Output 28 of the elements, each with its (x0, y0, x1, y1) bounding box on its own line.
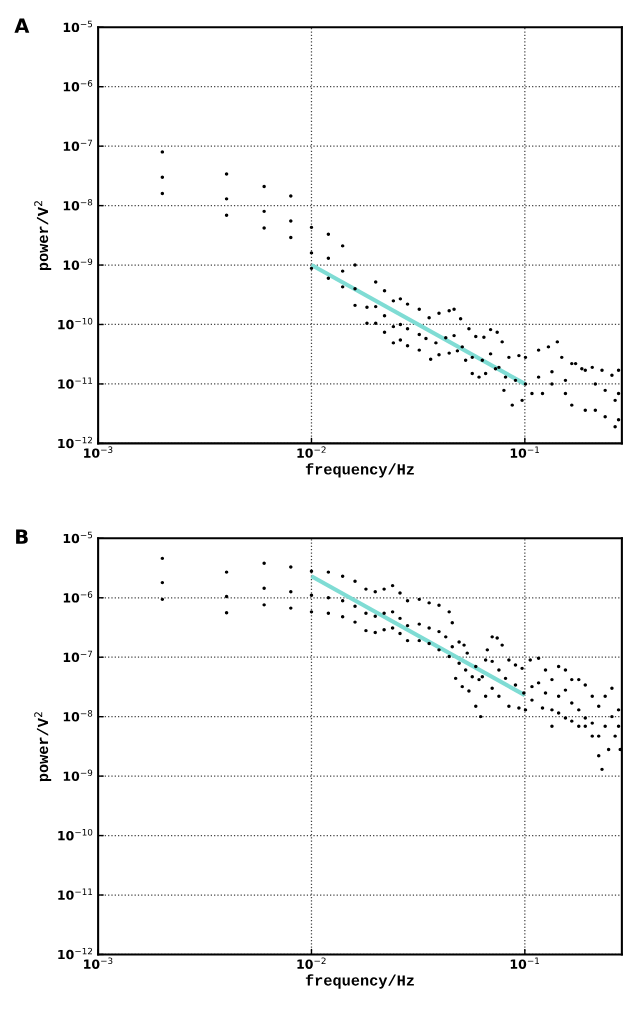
y-tick-label: 10$^{−5}$ (63, 531, 93, 544)
x-tick-label: 10$^{−2}$ (297, 957, 326, 969)
x-axis-title: frequency/Hz (305, 463, 414, 478)
y-tick-label: 10$^{−6}$ (63, 80, 93, 92)
x-tick-label: 10$^{−2}$ (297, 446, 326, 458)
y-tick-label: 10$^{−10}$ (58, 317, 93, 330)
y-tick-label: 10$^{−9}$ (63, 258, 93, 270)
x-tick-label: 10$^{−1}$ (510, 957, 539, 969)
y-tick-label: 10$^{−11}$ (58, 888, 93, 900)
y-tick-label: 10$^{−9}$ (63, 769, 93, 781)
x-tick-label: 10$^{−3}$ (84, 957, 113, 969)
x-tick-label: 10$^{−3}$ (84, 446, 113, 458)
x-tick-label: 10$^{−1}$ (510, 446, 539, 458)
x-axis-title: frequency/Hz (305, 974, 414, 989)
y-tick-label: 10$^{−7}$ (63, 650, 93, 663)
y-tick-label: 10$^{−8}$ (63, 198, 93, 211)
y-tick-label: 10$^{−5}$ (63, 20, 93, 33)
y-tick-label: 10$^{−8}$ (63, 710, 93, 722)
text: B (16, 529, 28, 544)
y-tick-label: 10$^{−11}$ (58, 377, 93, 389)
y-axis-title: power/V$^{2}$ (34, 712, 52, 782)
y-tick-label: 10$^{−12}$ (58, 436, 92, 449)
y-axis-title: power/V$^{2}$ (34, 201, 52, 271)
text: A (14, 18, 30, 33)
y-tick-label: 10$^{−12}$ (58, 947, 92, 960)
y-tick-label: 10$^{−6}$ (63, 591, 93, 603)
y-tick-label: 10$^{−7}$ (63, 139, 93, 151)
y-tick-label: 10$^{−10}$ (58, 828, 93, 841)
